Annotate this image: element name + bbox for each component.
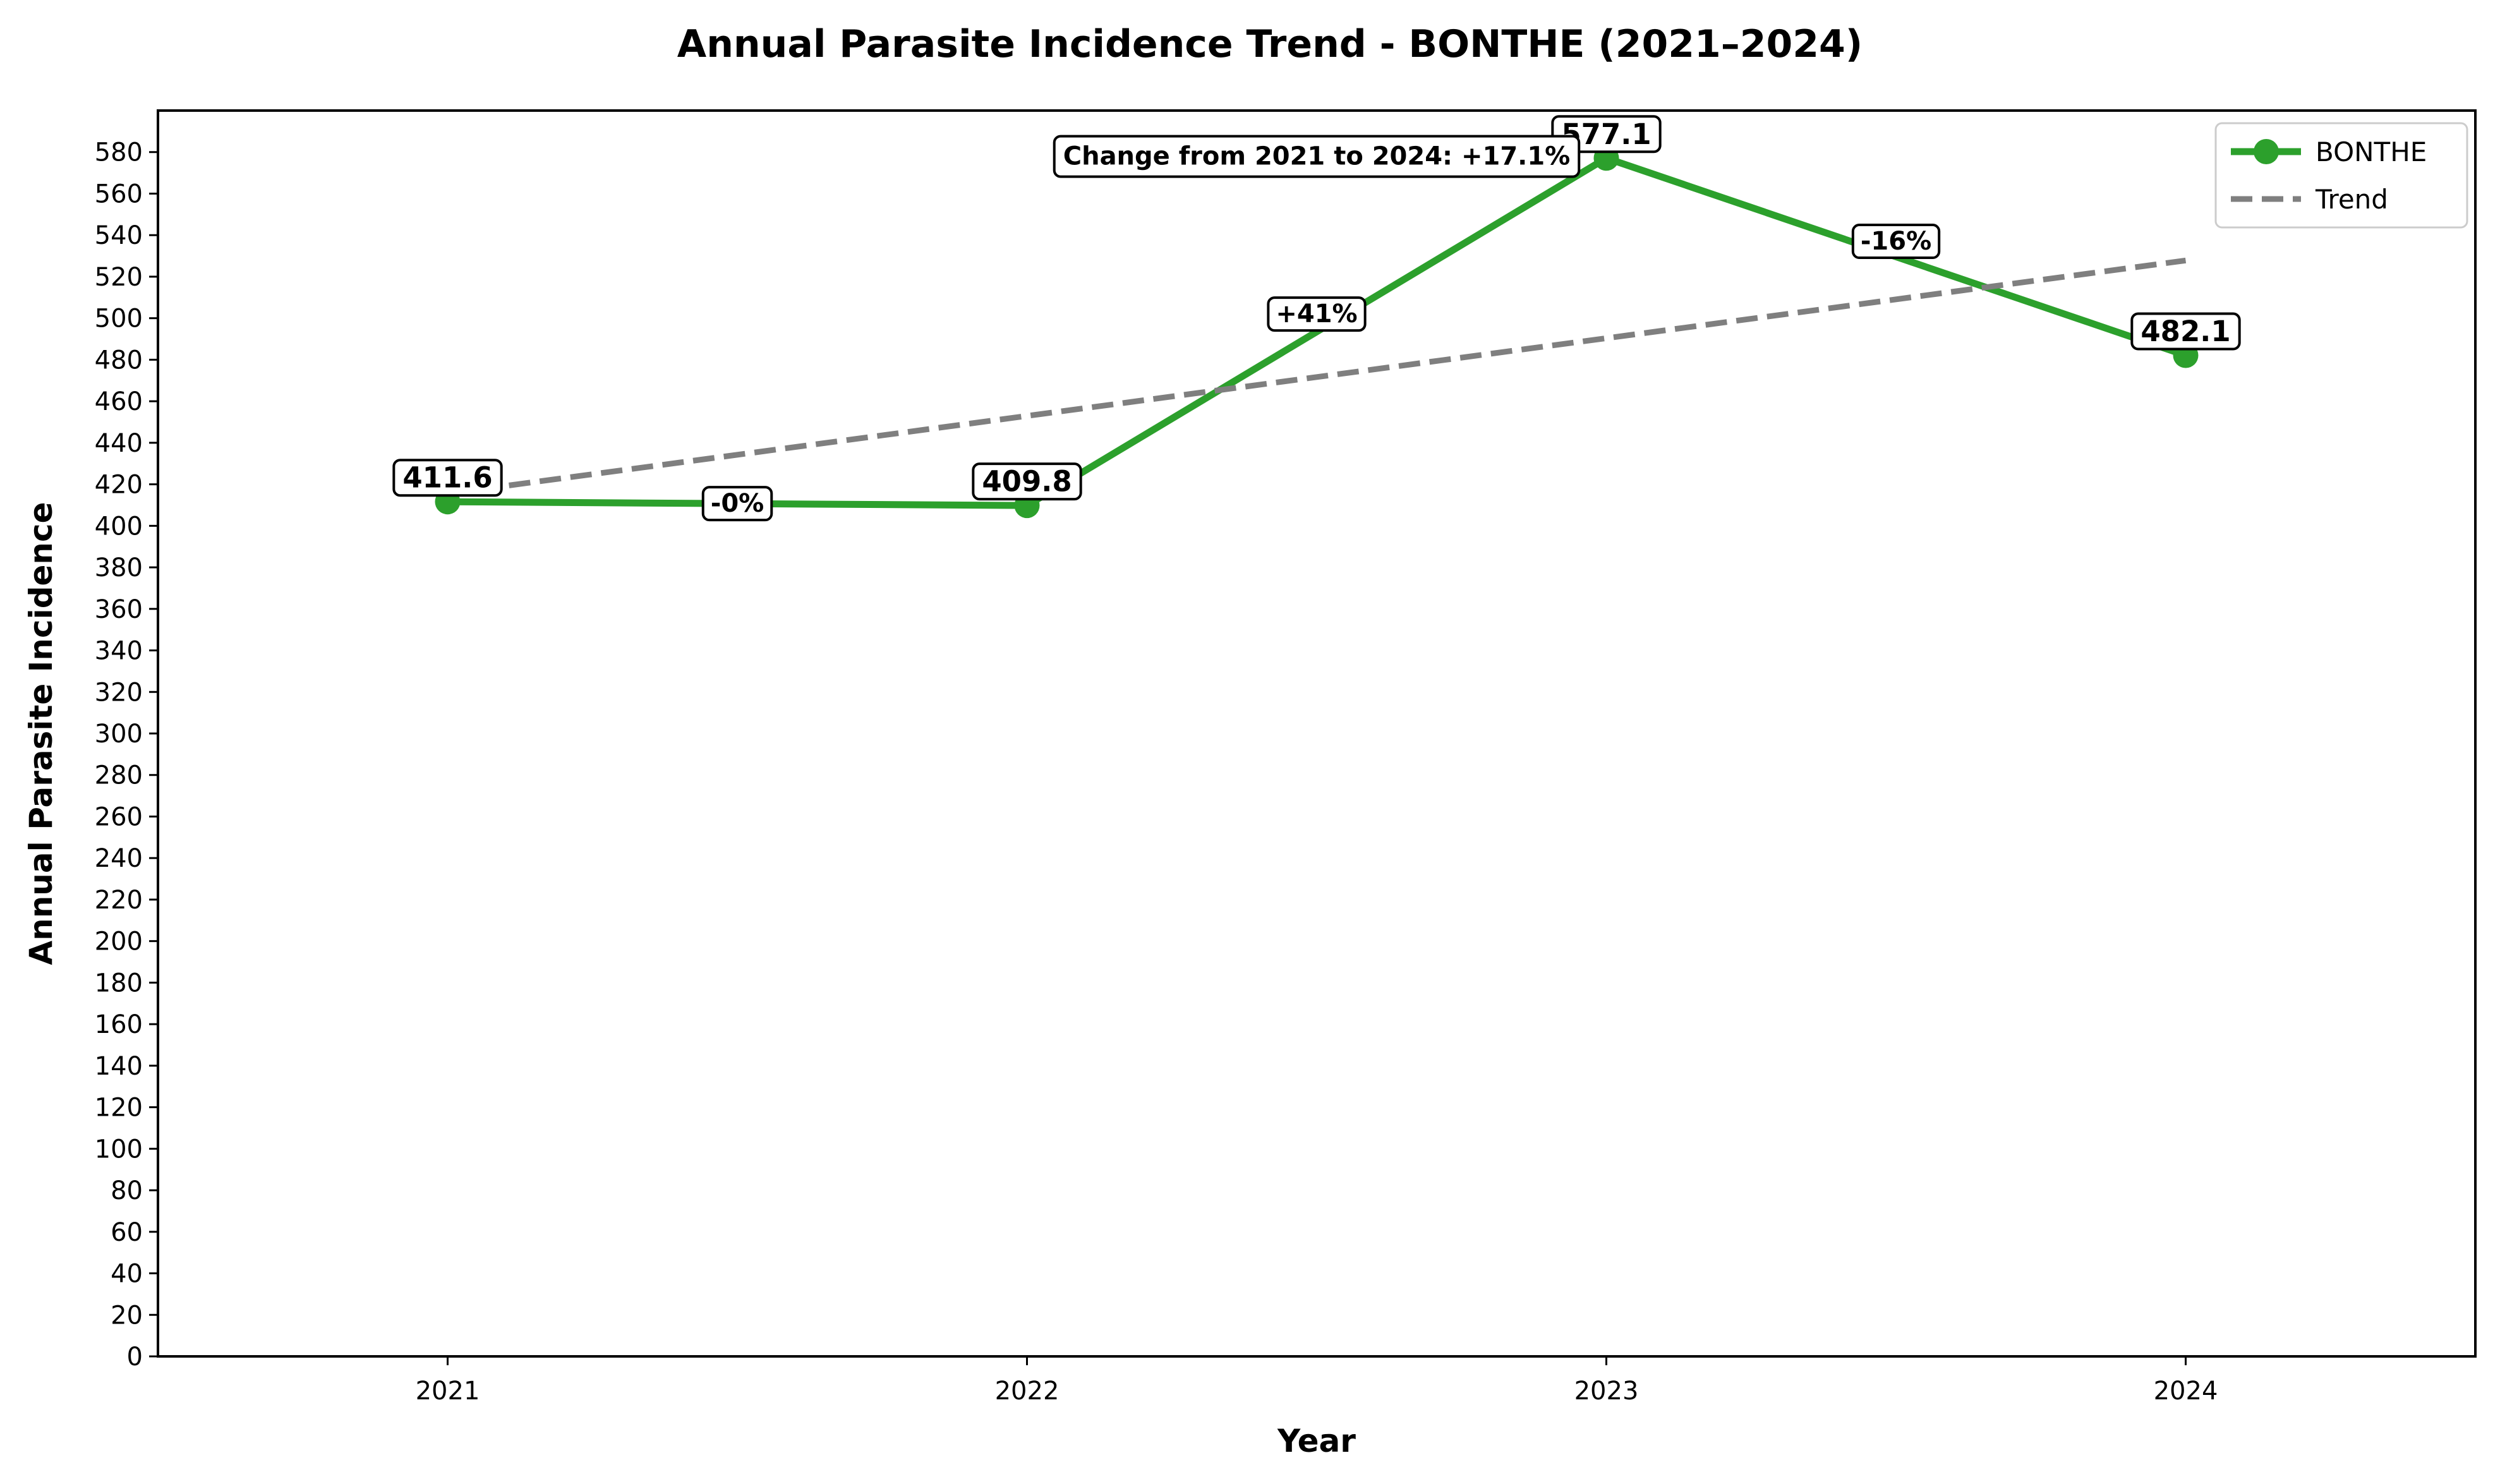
y-tick-label: 440 xyxy=(95,429,143,458)
y-tick-label: 260 xyxy=(95,802,143,831)
change-annotation-box xyxy=(1053,135,1581,178)
y-tick-label: 360 xyxy=(95,595,143,624)
y-tick-label: 120 xyxy=(95,1094,143,1123)
y-tick-label: 20 xyxy=(111,1301,143,1330)
x-tick-label: 2024 xyxy=(2154,1377,2218,1406)
pct-change-label-box xyxy=(701,486,773,522)
y-tick-label: 560 xyxy=(95,179,143,208)
y-tick-label: 460 xyxy=(95,387,143,416)
y-tick-label: 220 xyxy=(95,886,143,915)
plot-frame xyxy=(157,109,2477,1358)
y-tick-label: 160 xyxy=(95,1010,143,1039)
value-label-text: 482.1 xyxy=(2141,315,2230,348)
legend: BONTHE Trend xyxy=(2214,122,2468,229)
y-tick-label: 0 xyxy=(127,1342,143,1372)
value-label: 411.6 xyxy=(392,459,503,497)
y-axis-ticks: 0 20 40 60 80 100 120 140 160 180 200 220 240 260 280 3… xyxy=(95,138,158,1372)
y-tick-label: 500 xyxy=(95,305,143,334)
y-tick-label: 40 xyxy=(111,1260,143,1289)
legend-label-trend: Trend xyxy=(2315,184,2388,215)
x-tick-label: 2023 xyxy=(1574,1377,1639,1406)
x-tick-label: 2022 xyxy=(995,1377,1060,1406)
chart-title: Annual Parasite Incidence Trend - BONTHE… xyxy=(677,22,1863,66)
value-label-box xyxy=(972,462,1082,501)
y-tick-label: 540 xyxy=(95,221,143,250)
pct-change-label: -0% xyxy=(701,486,773,522)
change-annotation: Change from 2021 to 2024: +17.1% xyxy=(1053,135,1581,178)
y-tick-label: 200 xyxy=(95,927,143,956)
pct-change-label: +41% xyxy=(1267,296,1367,332)
pct-change-label-box xyxy=(1267,296,1367,332)
y-tick-label: 100 xyxy=(95,1135,143,1164)
value-label-text: 411.6 xyxy=(402,461,492,495)
y-tick-label: 420 xyxy=(95,471,143,500)
pct-change-label-text: -0% xyxy=(711,489,764,518)
y-tick-label: 480 xyxy=(95,346,143,375)
trend-line xyxy=(447,257,2187,497)
pct-change-label: -16% xyxy=(1851,224,1941,260)
x-axis-ticks: 2021 2022 2023 2024 xyxy=(416,1356,2218,1406)
y-tick-label: 140 xyxy=(95,1052,143,1081)
x-tick-label: 2021 xyxy=(416,1377,480,1406)
y-tick-label: 520 xyxy=(95,263,143,292)
y-tick-label: 60 xyxy=(111,1218,143,1247)
pct-change-label-box xyxy=(1851,224,1941,260)
y-tick-label: 300 xyxy=(95,720,143,749)
value-label-box xyxy=(2130,312,2241,351)
y-tick-label: 240 xyxy=(95,844,143,873)
value-label-text: 409.8 xyxy=(982,465,1072,498)
y-tick-label: 280 xyxy=(95,761,143,790)
legend-label-bonthe: BONTHE xyxy=(2316,136,2427,167)
legend-marker-bonthe xyxy=(2254,139,2279,164)
x-axis-label: Year xyxy=(1277,1423,1356,1459)
value-label: 482.1 xyxy=(2130,312,2241,351)
change-annotation-text: Change from 2021 to 2024: +17.1% xyxy=(1063,142,1571,171)
y-tick-label: 180 xyxy=(95,968,143,998)
series-line-bonthe xyxy=(447,154,2187,509)
y-tick-label: 580 xyxy=(95,138,143,167)
value-label: 409.8 xyxy=(972,462,1082,501)
y-tick-label: 320 xyxy=(95,678,143,707)
pct-change-label-text: -16% xyxy=(1861,227,1931,256)
y-tick-label: 340 xyxy=(95,637,143,666)
pct-change-label-text: +41% xyxy=(1276,299,1357,329)
y-tick-label: 80 xyxy=(111,1176,143,1205)
y-axis-label: Annual Parasite Incidence xyxy=(23,502,59,965)
value-label-box xyxy=(392,459,503,497)
y-tick-label: 400 xyxy=(95,512,143,541)
y-tick-label: 380 xyxy=(95,553,143,582)
